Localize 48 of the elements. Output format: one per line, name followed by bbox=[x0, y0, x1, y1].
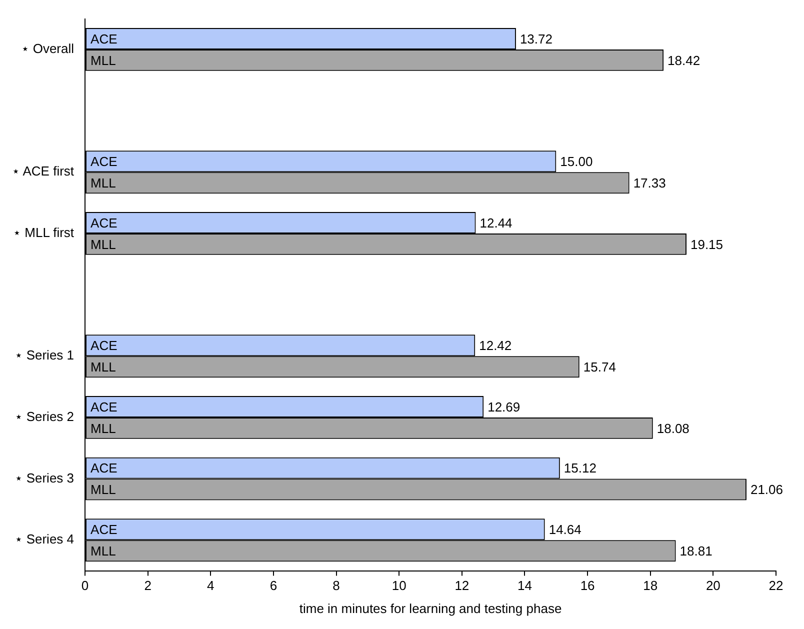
data-label: 12.69 bbox=[488, 399, 520, 414]
data-label: 21.06 bbox=[750, 482, 784, 498]
x-tick-label: 4 bbox=[207, 578, 214, 594]
x-tick-label: 14 bbox=[518, 578, 532, 594]
data-label: 13.72 bbox=[520, 31, 552, 46]
data-label: 19.15 bbox=[690, 236, 724, 252]
series-label: ACE bbox=[90, 338, 118, 353]
y-tick-label: ⋆ Series 3 bbox=[14, 470, 74, 486]
data-label: 18.81 bbox=[680, 543, 712, 558]
x-tick-label: 16 bbox=[580, 578, 595, 594]
y-tick-label: ⋆ MLL first bbox=[12, 225, 74, 240]
data-label: 14.64 bbox=[548, 522, 582, 537]
x-axis-title: time in minutes for learning and testing phase bbox=[299, 600, 562, 616]
data-label: 15.74 bbox=[583, 359, 616, 374]
x-tick-label: 18 bbox=[643, 578, 658, 594]
text: ACE bbox=[90, 399, 118, 414]
text: ACE bbox=[90, 522, 118, 537]
data-label: 18.42 bbox=[668, 52, 700, 68]
data-label: 15.00 bbox=[560, 154, 593, 169]
y-tick-label: ⋆ Series 2 bbox=[14, 409, 74, 424]
x-tick-label: 20 bbox=[706, 578, 720, 594]
text: ACE bbox=[90, 460, 118, 476]
y-tick-label: ⋆ Overall bbox=[21, 41, 74, 56]
text: MLL bbox=[90, 359, 116, 374]
y-tick-label: ⋆ Series 1 bbox=[14, 348, 74, 363]
text: MLL bbox=[90, 543, 116, 558]
x-tick-label: 12 bbox=[454, 578, 470, 594]
x-tick-label: 22 bbox=[768, 578, 784, 594]
data-label: 18.08 bbox=[656, 420, 690, 436]
text: MLL bbox=[90, 52, 116, 68]
y-tick-label: ⋆ ACE first bbox=[12, 164, 74, 179]
data-label: 17.33 bbox=[633, 175, 666, 190]
text: MLL bbox=[90, 420, 116, 436]
series-label: MLL bbox=[90, 482, 116, 498]
data-label: 12.42 bbox=[479, 338, 512, 353]
text: MLL bbox=[90, 175, 116, 190]
text: MLL bbox=[90, 236, 116, 252]
x-tick-label: 2 bbox=[144, 578, 152, 594]
data-label: 15.12 bbox=[564, 460, 596, 476]
x-tick-label: 6 bbox=[270, 578, 278, 594]
x-tick-label: 8 bbox=[332, 578, 340, 594]
y-tick-label: ⋆ Series 4 bbox=[14, 532, 74, 547]
x-tick-label: 0 bbox=[81, 578, 89, 594]
text: ACE bbox=[90, 31, 118, 46]
text: ACE bbox=[90, 154, 118, 169]
text: ACE bbox=[90, 215, 118, 230]
data-label: 12.44 bbox=[480, 215, 512, 230]
x-tick-label: 10 bbox=[392, 578, 406, 594]
